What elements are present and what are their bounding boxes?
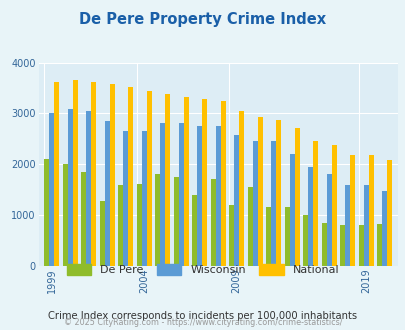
Bar xyxy=(321,222,326,266)
Bar xyxy=(49,114,54,266)
Text: Crime Index corresponds to incidents per 100,000 inhabitants: Crime Index corresponds to incidents per… xyxy=(48,311,357,321)
Bar xyxy=(215,126,220,266)
Bar xyxy=(91,82,96,266)
Bar xyxy=(289,154,294,266)
Bar xyxy=(86,111,91,266)
Bar xyxy=(294,128,299,266)
Bar xyxy=(326,174,331,266)
Bar xyxy=(386,160,392,266)
Bar xyxy=(345,185,350,266)
Bar xyxy=(165,94,170,266)
Bar xyxy=(155,174,160,266)
Bar xyxy=(284,207,289,266)
Bar xyxy=(81,172,86,266)
Bar xyxy=(44,159,49,266)
Bar xyxy=(234,135,239,266)
Bar xyxy=(99,201,104,266)
Text: © 2025 CityRating.com - https://www.cityrating.com/crime-statistics/: © 2025 CityRating.com - https://www.city… xyxy=(64,318,341,327)
Bar xyxy=(363,185,368,266)
Bar xyxy=(104,121,109,266)
Bar xyxy=(276,119,281,266)
Text: De Pere Property Crime Index: De Pere Property Crime Index xyxy=(79,12,326,26)
Bar xyxy=(67,109,72,266)
Bar xyxy=(382,190,386,266)
Bar xyxy=(136,184,141,266)
Bar xyxy=(54,82,59,266)
Bar xyxy=(358,225,363,266)
Bar xyxy=(331,145,336,266)
Bar xyxy=(183,97,188,266)
Bar xyxy=(72,81,77,266)
Bar xyxy=(128,87,133,266)
Bar xyxy=(178,122,183,266)
Bar xyxy=(118,185,123,266)
Bar xyxy=(368,155,373,266)
Bar xyxy=(123,131,128,266)
Bar xyxy=(146,91,151,266)
Bar xyxy=(202,99,207,266)
Bar xyxy=(266,207,271,266)
Bar xyxy=(257,117,262,266)
Bar xyxy=(197,126,202,266)
Bar xyxy=(62,164,67,266)
Bar xyxy=(229,205,234,266)
Bar xyxy=(377,224,382,266)
Bar xyxy=(220,101,225,266)
Bar xyxy=(350,155,354,266)
Bar xyxy=(141,131,146,266)
Bar xyxy=(192,195,197,266)
Bar xyxy=(173,177,178,266)
Bar xyxy=(307,167,313,266)
Bar xyxy=(160,122,165,266)
Legend: De Pere, Wisconsin, National: De Pere, Wisconsin, National xyxy=(62,260,343,280)
Bar xyxy=(271,141,276,266)
Bar xyxy=(210,180,215,266)
Bar xyxy=(339,225,345,266)
Bar xyxy=(252,141,257,266)
Bar xyxy=(239,112,244,266)
Bar xyxy=(313,141,318,266)
Bar xyxy=(247,187,252,266)
Bar xyxy=(303,215,307,266)
Bar xyxy=(109,84,114,266)
